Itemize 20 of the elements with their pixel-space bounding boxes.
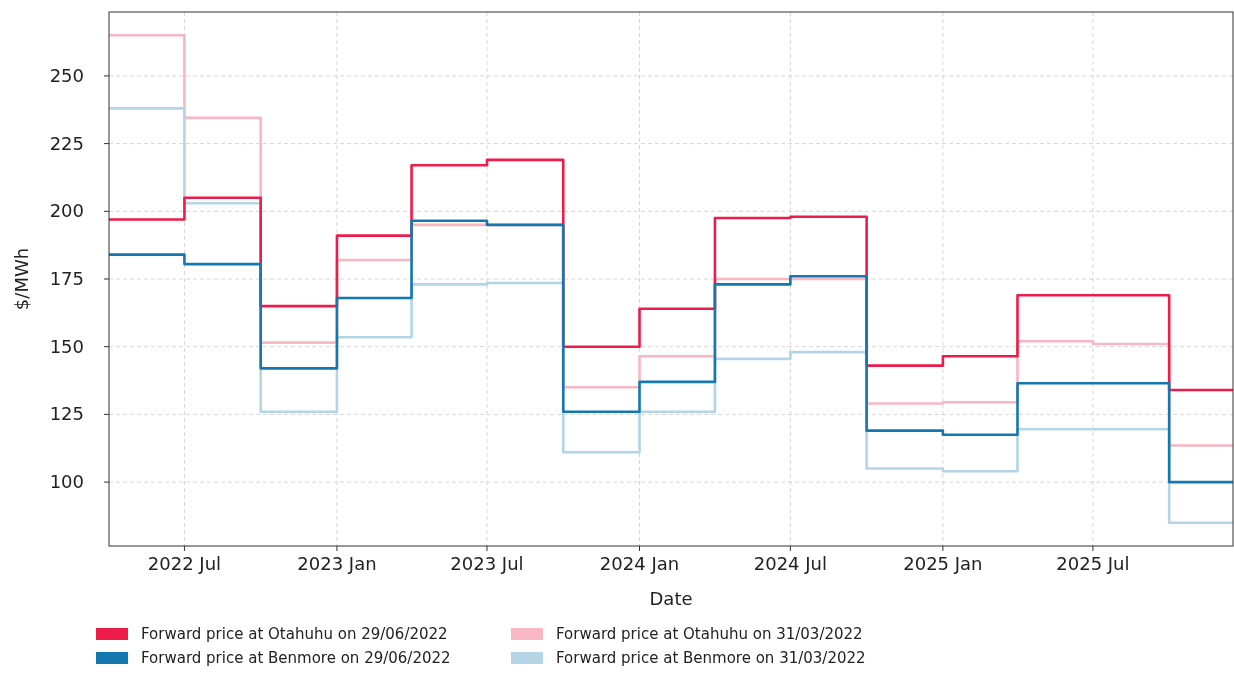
y-tick-label: 225	[49, 132, 84, 154]
y-tick-label: 150	[49, 335, 84, 357]
y-axis-title: $/MWh	[11, 247, 32, 311]
y-tick-label: 125	[49, 403, 84, 425]
y-tick-label: 175	[49, 268, 84, 289]
legend-label: Forward price at Benmore on 29/06/2022	[141, 649, 451, 667]
x-axis-title: Date	[649, 588, 693, 609]
x-tick-label: 2022 Jul	[147, 553, 222, 574]
x-tick-label: 2024 Jan	[599, 553, 680, 574]
x-tick-label: 2025 Jul	[1056, 553, 1130, 574]
x-tick-label: 2023 Jan	[297, 553, 377, 574]
y-tick-label: 250	[49, 64, 84, 86]
legend-label: Forward price at Otahuhu on 29/06/2022	[141, 625, 448, 643]
legend-label: Forward price at Benmore on 31/03/2022	[556, 649, 866, 667]
x-tick-label: 2025 Jan	[903, 553, 983, 574]
x-tick-label: 2024 Jul	[753, 553, 827, 574]
x-tick-label: 2023 Jul	[450, 553, 524, 574]
legend-label: Forward price at Otahuhu on 31/03/2022	[556, 625, 863, 643]
y-tick-label: 200	[49, 200, 84, 222]
y-tick-label: 100	[49, 471, 84, 493]
